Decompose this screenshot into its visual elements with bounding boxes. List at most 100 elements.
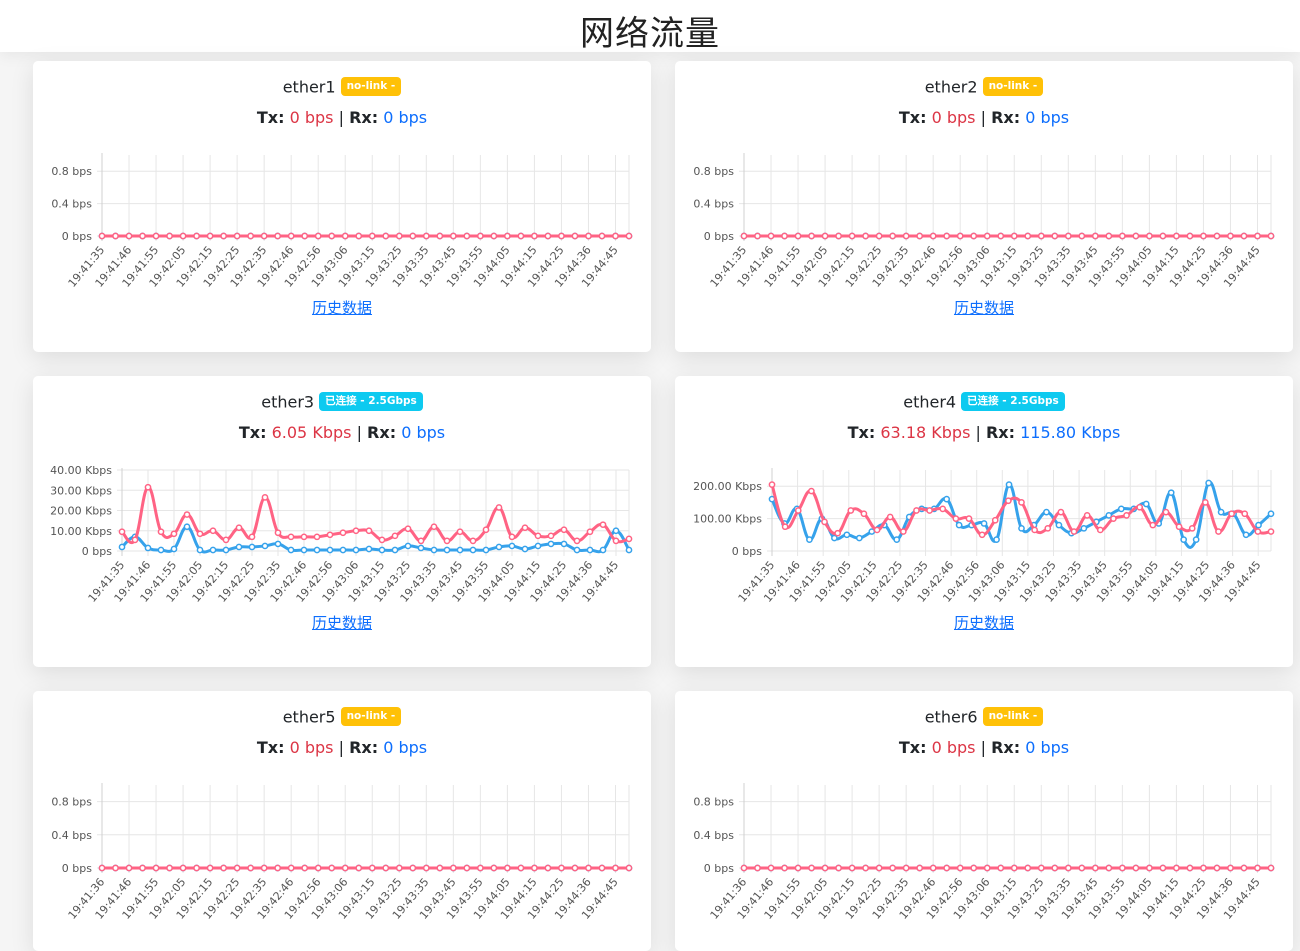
rx-series-point [196,546,204,554]
rx-series-point [157,546,165,554]
tx-series-point [391,532,399,540]
tx-series-point [847,507,855,514]
tx-series-point [179,864,187,872]
tx-series-point [355,864,363,872]
rx-series-point [993,536,1000,544]
tx-series-point [1010,864,1018,872]
tx-series-point [531,232,538,240]
tx-series-point [1240,232,1248,240]
tx-series-point [352,527,360,535]
tx-series-point [1254,864,1261,872]
tx-series-point [913,507,920,514]
tx-rate: 0 bps [931,108,976,127]
tx-series-point [860,510,868,518]
rx-series-point [391,546,399,554]
y-tick-label: 0.4 bps [51,198,92,211]
rx-series-point [586,546,594,554]
history-data-link[interactable]: 历史数据 [953,614,1014,632]
tx-series-point [166,232,173,240]
tx-series-point [260,864,268,872]
tx-series-point [873,526,881,534]
tx-series-point [313,533,321,541]
tx-series-point [1119,864,1126,872]
tx-series-point [599,521,607,529]
tx-series-point [495,504,503,511]
tx-series-point [355,232,363,240]
tx-series-point [1064,864,1072,872]
rx-series-point [547,540,555,548]
tx-series-point [956,864,964,872]
rx-series-point [417,544,425,552]
tx-series-point [1070,528,1078,535]
tx-series-point [875,864,883,872]
tx-series-point [544,232,552,240]
tx-series-point [1051,864,1059,872]
tx-series-point [848,864,856,872]
tx-series-point [1105,232,1113,240]
rx-series-point [430,546,438,554]
history-data-link[interactable]: 历史数据 [311,299,372,317]
rx-series-point [339,546,347,554]
rx-series-point [235,543,243,551]
y-tick-label: 0 bps [82,545,112,558]
card-header: ether3 已连接 - 2.5Gbps [33,390,651,415]
page-title: 网络流量 [580,14,720,54]
tx-series-point [1200,864,1207,872]
tx-series-point [1078,232,1086,240]
rx-series-point [508,542,516,550]
rate-separator: | [980,108,986,127]
tx-series-point [1057,508,1065,516]
interface-name: ether6 [924,707,978,727]
rx-series-point [287,546,295,554]
tx-series-point [456,528,464,536]
rx-label: Rx: [367,423,397,442]
y-tick-label: 0 bps [704,230,734,243]
tx-series-point [768,481,776,488]
tx-series-point [261,493,269,501]
tx-series-point [125,864,133,872]
tx-series-point [152,232,160,240]
tx-series-point [166,864,173,872]
history-data-link[interactable]: 历史数据 [311,614,372,632]
tx-series-point [395,232,403,240]
tx-series-point [1241,510,1249,518]
link-status-badge: 已连接 - 2.5Gbps [319,392,423,411]
rx-series-point [855,534,863,542]
rx-series-point [300,546,308,554]
tx-series-point [586,528,594,536]
tx-series-point [929,864,937,872]
tx-series-point [625,232,633,240]
tx-series-point [220,864,227,872]
history-data-link[interactable]: 历史数据 [953,299,1014,317]
traffic-rates: Tx: 0 bps | Rx: 0 bps [33,737,651,759]
rx-series-point [806,536,813,544]
tx-series-point [301,864,309,872]
tx-series-point [1083,512,1091,519]
interface-card-ether4: ether4 已连接 - 2.5Gbps Tx: 63.18 Kbps | Rx: … [675,376,1293,667]
tx-series-point [781,232,788,240]
tx-series-point [504,864,511,872]
tx-series-point [1267,528,1275,535]
rx-series-point [1267,510,1275,518]
tx-series-point [247,232,254,240]
tx-label: Tx: [256,738,285,757]
y-tick-label: 10.00 Kbps [50,525,112,538]
tx-series-point [1254,528,1262,535]
tx-series-point [875,232,883,240]
tx-series-point [443,537,451,545]
tx-series-point [916,232,924,240]
tx-series-point [521,524,529,532]
tx-series-point [504,232,511,240]
rx-series-point [521,545,529,553]
tx-series-point [1132,864,1140,872]
tx-series-point [328,864,336,872]
rx-series-point [1180,536,1188,544]
traffic-rates: Tx: 0 bps | Rx: 0 bps [33,107,651,129]
tx-series-point [233,864,241,872]
tx-rate: 63.18 Kbps [880,423,971,442]
tx-series-point [571,864,579,872]
rx-series-point [495,543,503,551]
tx-series-point [235,524,243,532]
tx-series-point [1159,232,1167,240]
